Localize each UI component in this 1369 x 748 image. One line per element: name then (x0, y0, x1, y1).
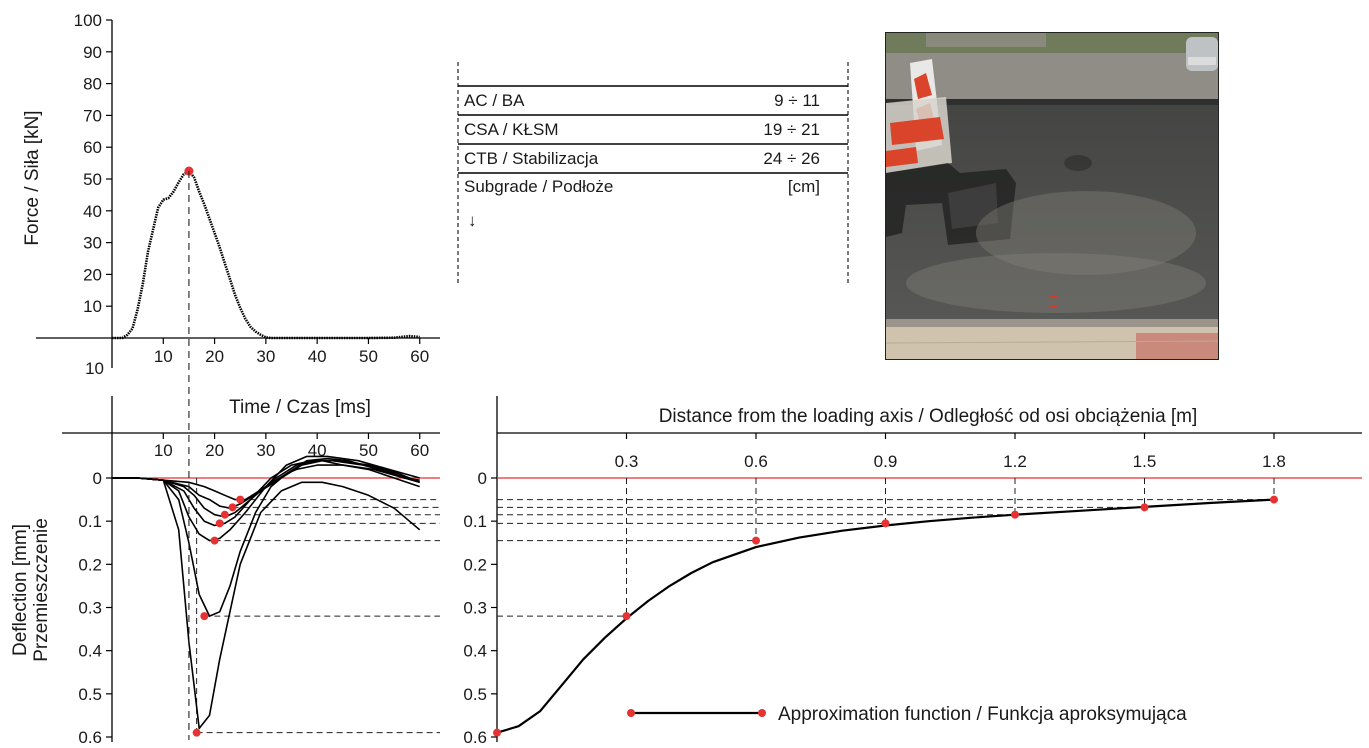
deflection-y-label-2: Przemieszczenie (31, 518, 52, 662)
force-chart: 100 90 80 70 60 50 40 30 20 10 10 20 30 40 50 60 10 Fo… (22, 11, 440, 418)
deflection-peak-point (210, 536, 219, 545)
force-ytick-label: 60 (83, 138, 102, 157)
deflection-time-series (112, 457, 420, 501)
legend-label: Approximation function / Funkcja aproksy… (778, 704, 1187, 725)
basin-ytick-label: 0.6 (463, 728, 487, 747)
approximation-curve (496, 498, 1275, 734)
time-top-tick-label: 30 (256, 441, 275, 460)
deflection-peak-point (200, 612, 209, 621)
force-ytick-label: 100 (74, 11, 102, 30)
force-ytick-label: 10 (83, 297, 102, 316)
basin-measure-point (622, 612, 631, 621)
distance-tick-label: 0.6 (744, 452, 768, 471)
deflection-time-series (112, 459, 421, 518)
deflection-ytick-label: 0.4 (78, 642, 102, 661)
pavement-layer-table: AC / BA 9 ÷ 11 CSA / KŁSM 19 ÷ 21 CTB / … (457, 62, 849, 284)
legend-marker-end (758, 709, 766, 717)
deflection-ytick-label: 0.5 (78, 685, 102, 704)
layer-name: CTB / Stabilizacja (464, 149, 599, 168)
force-ytick-label: 30 (83, 234, 102, 253)
force-series-line (112, 169, 420, 340)
deflection-y-label-1: Deflection [mm] (10, 524, 31, 656)
layer-name: CSA / KŁSM (464, 120, 558, 139)
deflection-ytick-label: 0 (93, 469, 102, 488)
force-ytick-label: 50 (83, 170, 102, 189)
basin-ytick-label: 0.5 (463, 685, 487, 704)
deflection-ytick-label: 0.6 (78, 728, 102, 747)
basin-measure-point (493, 728, 501, 737)
layer-thickness: [cm] (788, 177, 820, 196)
deflection-time-series (112, 455, 420, 542)
basin-ytick-label: 0.4 (463, 642, 487, 661)
distance-tick-label: 1.8 (1262, 452, 1286, 471)
depth-arrow-icon: ↓ (468, 211, 477, 230)
basin-measure-point (1140, 503, 1149, 512)
layer-thickness: 19 ÷ 21 (763, 120, 820, 139)
time-top-tick-label: 20 (205, 441, 224, 460)
force-xtick-label: 30 (256, 347, 275, 366)
deflection-peak-point (236, 495, 245, 504)
deflection-ytick-label: 0.1 (78, 512, 102, 531)
deflection-peak-point (220, 510, 229, 519)
deflection-peak-point (228, 503, 237, 512)
distance-tick-label: 1.5 (1133, 452, 1157, 471)
basin-measure-point (1270, 495, 1278, 504)
force-y-axis-label: Force / Siła [kN] (22, 110, 43, 245)
layer-name: AC / BA (464, 91, 525, 110)
distance-tick-label: 1.2 (1003, 452, 1027, 471)
basin-ytick-label: 0.1 (463, 512, 487, 531)
force-xtick-label: 60 (410, 347, 429, 366)
time-top-tick-label: 40 (308, 441, 327, 460)
basin-legend: Approximation function / Funkcja aproksy… (627, 704, 1187, 725)
layer-thickness: 9 ÷ 11 (774, 91, 820, 110)
deflection-basin-chart: 0 0.1 0.2 0.3 0.4 0.5 0.6 0.3 0.6 0.9 1.2 1.5 1.8 D… (463, 396, 1362, 747)
layer-name: Subgrade / Podłoże (464, 177, 613, 196)
force-ytick-label: 20 (83, 265, 102, 284)
deflection-time-series (112, 477, 421, 730)
deflection-time-chart: 0 0.1 0.2 0.3 0.4 0.5 0.6 10 20 30 40 50 60 Deflect… (10, 396, 440, 747)
force-xtick-label: 10 (154, 347, 173, 366)
deflection-peak-point (215, 519, 224, 528)
deflection-time-series (112, 459, 420, 509)
time-top-tick-label: 50 (359, 441, 378, 460)
legend-marker-start (627, 709, 635, 717)
force-ytick-label: 70 (83, 106, 102, 125)
force-ytick-label: 40 (83, 202, 102, 221)
deflection-peak-point (192, 728, 201, 737)
layer-thickness: 24 ÷ 26 (763, 149, 820, 168)
force-xtick-label: 40 (308, 347, 327, 366)
basin-measure-point (752, 536, 760, 545)
basin-ytick-label: 0.2 (463, 555, 487, 574)
force-ytick-label: 90 (83, 43, 102, 62)
time-top-tick-label: 60 (410, 441, 429, 460)
deflection-ytick-label: 0.3 (78, 599, 102, 618)
basin-measure-point (881, 519, 890, 528)
basin-measure-point (1011, 510, 1019, 519)
distance-tick-label: 0.3 (615, 452, 639, 471)
time-top-tick-label: 10 (154, 441, 173, 460)
force-xtick-label: 20 (205, 347, 224, 366)
deflection-ytick-label: 0.2 (78, 555, 102, 574)
basin-ytick-label: 0 (478, 469, 487, 488)
force-xtick-label: 50 (359, 347, 378, 366)
site-photo (885, 32, 1219, 360)
force-ytick-below: 10 (85, 359, 104, 378)
distance-tick-label: 0.9 (874, 452, 898, 471)
time-axis-label: Time / Czas [ms] (229, 397, 371, 418)
basin-ytick-label: 0.3 (463, 599, 487, 618)
photo-drawing (886, 33, 1218, 359)
basin-chart-title: Distance from the loading axis / Odległo… (659, 406, 1198, 427)
force-ytick-label: 80 (83, 75, 102, 94)
